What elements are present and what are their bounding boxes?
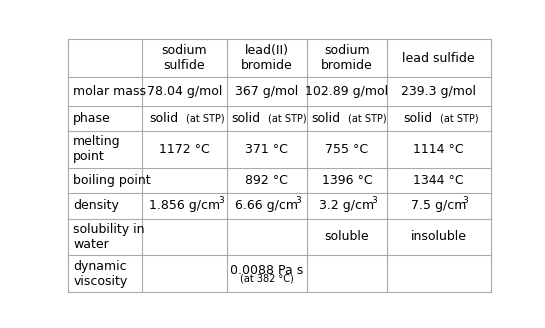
Text: solubility in
water: solubility in water: [73, 223, 144, 251]
Text: sodium
bromide: sodium bromide: [321, 44, 373, 72]
Text: 1.856 g/cm: 1.856 g/cm: [149, 199, 220, 212]
Text: 7.5 g/cm: 7.5 g/cm: [411, 199, 467, 212]
Text: 1172 °C: 1172 °C: [159, 143, 210, 156]
Text: phase: phase: [73, 112, 111, 125]
Text: molar mass: molar mass: [73, 85, 146, 98]
Text: 1114 °C: 1114 °C: [414, 143, 464, 156]
Text: solid: solid: [232, 112, 261, 125]
Text: 239.3 g/mol: 239.3 g/mol: [401, 85, 476, 98]
Text: sodium
sulfide: sodium sulfide: [161, 44, 207, 72]
Text: (at STP): (at STP): [186, 113, 225, 123]
Text: 1396 °C: 1396 °C: [322, 174, 372, 187]
Text: dynamic
viscosity: dynamic viscosity: [73, 259, 128, 288]
Text: 3: 3: [371, 196, 377, 205]
Text: solid: solid: [312, 112, 341, 125]
Text: melting
point: melting point: [73, 135, 121, 163]
Text: 367 g/mol: 367 g/mol: [235, 85, 298, 98]
Text: 78.04 g/mol: 78.04 g/mol: [147, 85, 222, 98]
Text: 755 °C: 755 °C: [325, 143, 368, 156]
Text: 3: 3: [219, 196, 224, 205]
Text: 371 °C: 371 °C: [245, 143, 288, 156]
Text: (at STP): (at STP): [268, 113, 307, 123]
Text: insoluble: insoluble: [411, 230, 467, 243]
Text: 6.66 g/cm: 6.66 g/cm: [235, 199, 298, 212]
Text: 102.89 g/mol: 102.89 g/mol: [305, 85, 389, 98]
Text: solid: solid: [149, 112, 178, 125]
Text: (at STP): (at STP): [348, 113, 387, 123]
Text: 892 °C: 892 °C: [245, 174, 288, 187]
Text: lead(II)
bromide: lead(II) bromide: [241, 44, 293, 72]
Text: soluble: soluble: [325, 230, 369, 243]
Text: 3: 3: [295, 196, 301, 205]
Text: (at STP): (at STP): [440, 113, 479, 123]
Text: (at 382 °C): (at 382 °C): [240, 274, 294, 284]
Text: 3.2 g/cm: 3.2 g/cm: [319, 199, 374, 212]
Text: 0.0088 Pa s: 0.0088 Pa s: [230, 264, 303, 277]
Text: boiling point: boiling point: [73, 174, 151, 187]
Text: 3: 3: [462, 196, 468, 205]
Text: 1344 °C: 1344 °C: [414, 174, 464, 187]
Text: density: density: [73, 199, 119, 212]
Text: lead sulfide: lead sulfide: [402, 52, 475, 65]
Text: solid: solid: [403, 112, 433, 125]
